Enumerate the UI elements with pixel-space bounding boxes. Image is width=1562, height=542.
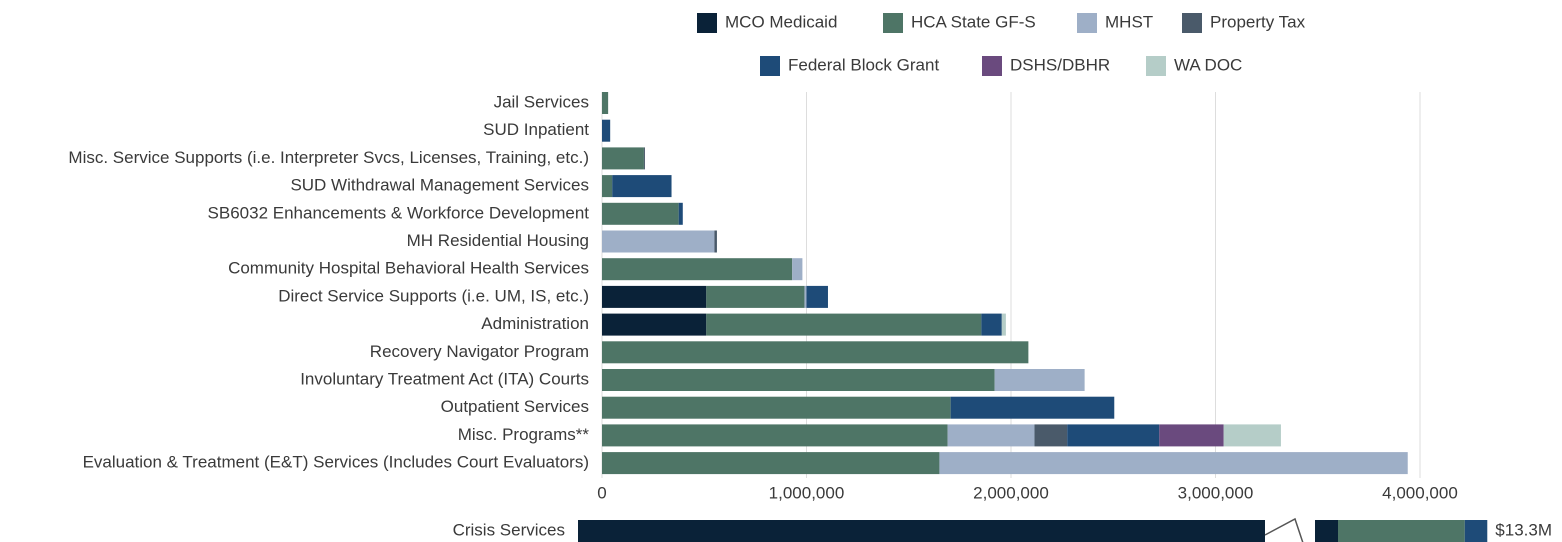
- bar-segment: [939, 452, 1408, 475]
- y-tick-label: Direct Service Supports (i.e. UM, IS, et…: [278, 286, 589, 305]
- bar-segment: [602, 119, 611, 142]
- bar-segment: [602, 147, 644, 170]
- bar-segment: [1223, 424, 1281, 447]
- legend-swatch: [1182, 13, 1202, 33]
- bar-segment: [1067, 424, 1160, 447]
- bar-segment: [706, 285, 805, 308]
- legend-swatch: [1146, 56, 1166, 76]
- y-tick-label: Crisis Services: [453, 520, 565, 539]
- x-tick-label: 3,000,000: [1178, 483, 1254, 502]
- bar-segment: [981, 313, 1002, 336]
- axis-break-gap: [1265, 519, 1315, 542]
- legend-label: WA DOC: [1174, 55, 1242, 74]
- bar-segment: [792, 258, 803, 281]
- bar-segment: [602, 258, 793, 281]
- legend-swatch: [697, 13, 717, 33]
- bar-segment: [706, 313, 982, 336]
- bar-segment: [602, 341, 1029, 364]
- bar-segment: [602, 396, 951, 419]
- bar-segment: [578, 520, 1338, 542]
- bar-segment: [602, 202, 679, 225]
- y-tick-label: MH Residential Housing: [407, 231, 589, 250]
- y-tick-label: Misc. Service Supports (i.e. Interpreter…: [68, 148, 589, 167]
- bar-segment: [806, 285, 828, 308]
- y-tick-label: Recovery Navigator Program: [370, 342, 589, 361]
- bar-segment: [643, 147, 645, 170]
- y-tick-label: Involuntary Treatment Act (ITA) Courts: [300, 369, 589, 388]
- y-tick-label: Administration: [481, 314, 589, 333]
- bar-segment: [994, 369, 1085, 391]
- x-tick-label: 0: [597, 483, 606, 502]
- legend-label: MCO Medicaid: [725, 12, 837, 31]
- bar-segment: [1338, 520, 1465, 542]
- bar-segment: [602, 369, 995, 391]
- y-tick-label: SB6032 Enhancements & Workforce Developm…: [208, 203, 590, 222]
- x-tick-label: 1,000,000: [769, 483, 845, 502]
- legend-swatch: [760, 56, 780, 76]
- bar-segment: [714, 230, 717, 253]
- bar-segment: [678, 202, 683, 225]
- legend-label: Property Tax: [1210, 12, 1306, 31]
- total-label: $13.3M: [1495, 520, 1552, 539]
- bar-segment: [602, 230, 715, 253]
- bar-segment: [602, 452, 940, 475]
- legend-label: MHST: [1105, 12, 1153, 31]
- legend-swatch: [1077, 13, 1097, 33]
- bar-segment: [804, 285, 807, 308]
- legend-swatch: [883, 13, 903, 33]
- y-tick-label: Misc. Programs**: [458, 425, 590, 444]
- bar-segment: [1001, 313, 1006, 336]
- y-tick-label: SUD Inpatient: [483, 120, 589, 139]
- y-tick-label: Jail Services: [494, 92, 589, 111]
- y-tick-label: Community Hospital Behavioral Health Ser…: [228, 259, 589, 278]
- bar-segment: [1464, 520, 1488, 542]
- bar-segment: [602, 175, 613, 198]
- y-tick-label: Evaluation & Treatment (E&T) Services (I…: [83, 453, 589, 472]
- legend-label: Federal Block Grant: [788, 55, 939, 74]
- legend-swatch: [982, 56, 1002, 76]
- bar-segment: [602, 424, 948, 447]
- bar-segment: [602, 285, 707, 308]
- bar-segment: [950, 396, 1115, 419]
- axis-break: [1264, 517, 1304, 542]
- bar-segment: [602, 92, 609, 114]
- x-tick-label: 4,000,000: [1382, 483, 1458, 502]
- legend-label: HCA State GF-S: [911, 12, 1036, 31]
- x-tick-label: 2,000,000: [973, 483, 1049, 502]
- y-tick-label: Outpatient Services: [441, 397, 589, 416]
- bar-segment: [1034, 424, 1068, 447]
- bar-segment: [602, 313, 707, 336]
- bar-segment: [947, 424, 1035, 447]
- y-tick-label: SUD Withdrawal Management Services: [290, 176, 589, 195]
- bar-segment: [1159, 424, 1224, 447]
- legend-label: DSHS/DBHR: [1010, 55, 1110, 74]
- bar-segment: [612, 175, 672, 198]
